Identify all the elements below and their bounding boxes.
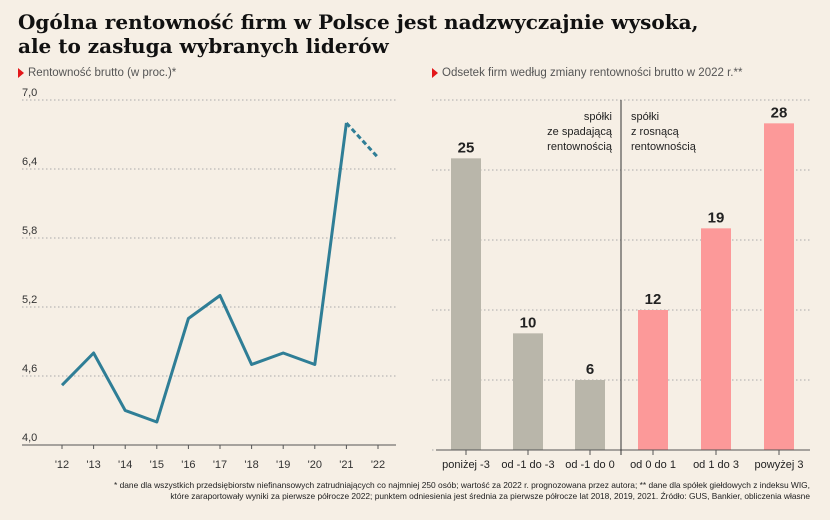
bar-value-label: 28 [771,104,788,121]
footnote: * dane dla wszystkich przedsiębiorstw ni… [50,480,810,502]
chart-title: Ogólna rentowność firm w Polsce jest nad… [18,10,808,58]
y-tick-label: 6,4 [22,156,37,168]
bar-value-label: 10 [520,314,537,331]
bar [701,228,731,450]
bar-category-label: powyżej 3 [755,459,804,471]
bar-value-label: 12 [645,291,662,308]
bar [764,123,794,450]
y-tick-label: 5,8 [22,225,37,237]
bar-chart-subtitle: Odsetek firm według zmiany rentowności b… [432,67,742,79]
x-tick-label: '13 [86,459,100,471]
bar-category-label: poniżej -3 [442,459,490,471]
bar-value-label: 25 [458,139,475,156]
x-tick-label: '18 [244,459,258,471]
x-tick-label: '12 [55,459,69,471]
footnote-line-1: * dane dla wszystkich przedsiębiorstw ni… [114,480,810,490]
x-tick-label: '21 [339,459,353,471]
y-tick-label: 4,0 [22,432,37,444]
x-tick-label: '17 [213,459,227,471]
bar [575,380,605,450]
group-label-rising: rentownością [631,141,697,153]
bar [513,333,543,450]
title-line-1: Ogólna rentowność firm w Polsce jest nad… [18,10,699,34]
y-tick-label: 5,2 [22,294,37,306]
bar-category-label: od 0 do 1 [630,459,676,471]
line-series-forecast [345,121,380,159]
red-triangle-icon [432,68,438,78]
y-tick-label: 7,0 [22,87,37,99]
group-label-falling: rentownością [547,141,613,153]
bar [638,310,668,450]
group-label-falling: spółki [584,111,612,123]
bar-value-label: 19 [708,209,725,226]
x-tick-label: '15 [150,459,164,471]
x-tick-label: '16 [181,459,195,471]
line-chart-subtitle-text: Rentowność brutto (w proc.)* [28,67,177,79]
y-tick-label: 4,6 [22,363,37,375]
x-tick-label: '19 [276,459,290,471]
x-tick-label: '20 [308,459,322,471]
group-label-rising: spółki [631,111,659,123]
group-label-rising: z rosnącą [631,126,680,138]
title-line-2: ale to zasługa wybranych liderów [18,34,389,58]
group-label-falling: ze spadającą [547,126,613,138]
line-series [60,122,348,424]
bar-value-label: 6 [586,361,594,378]
bar-category-label: od -1 do 0 [565,459,615,471]
x-tick-label: '14 [118,459,132,471]
red-triangle-icon [18,68,24,78]
line-chart-subtitle: Rentowność brutto (w proc.)* [18,67,176,79]
bar [451,158,481,451]
bar-chart-subtitle-text: Odsetek firm według zmiany rentowności b… [442,67,743,79]
bar-category-label: od 1 do 3 [693,459,739,471]
footnote-line-2: które zaraportowały wyniki za pierwsze p… [170,491,810,501]
x-tick-label: '22 [371,459,385,471]
bar-category-label: od -1 do -3 [501,459,554,471]
